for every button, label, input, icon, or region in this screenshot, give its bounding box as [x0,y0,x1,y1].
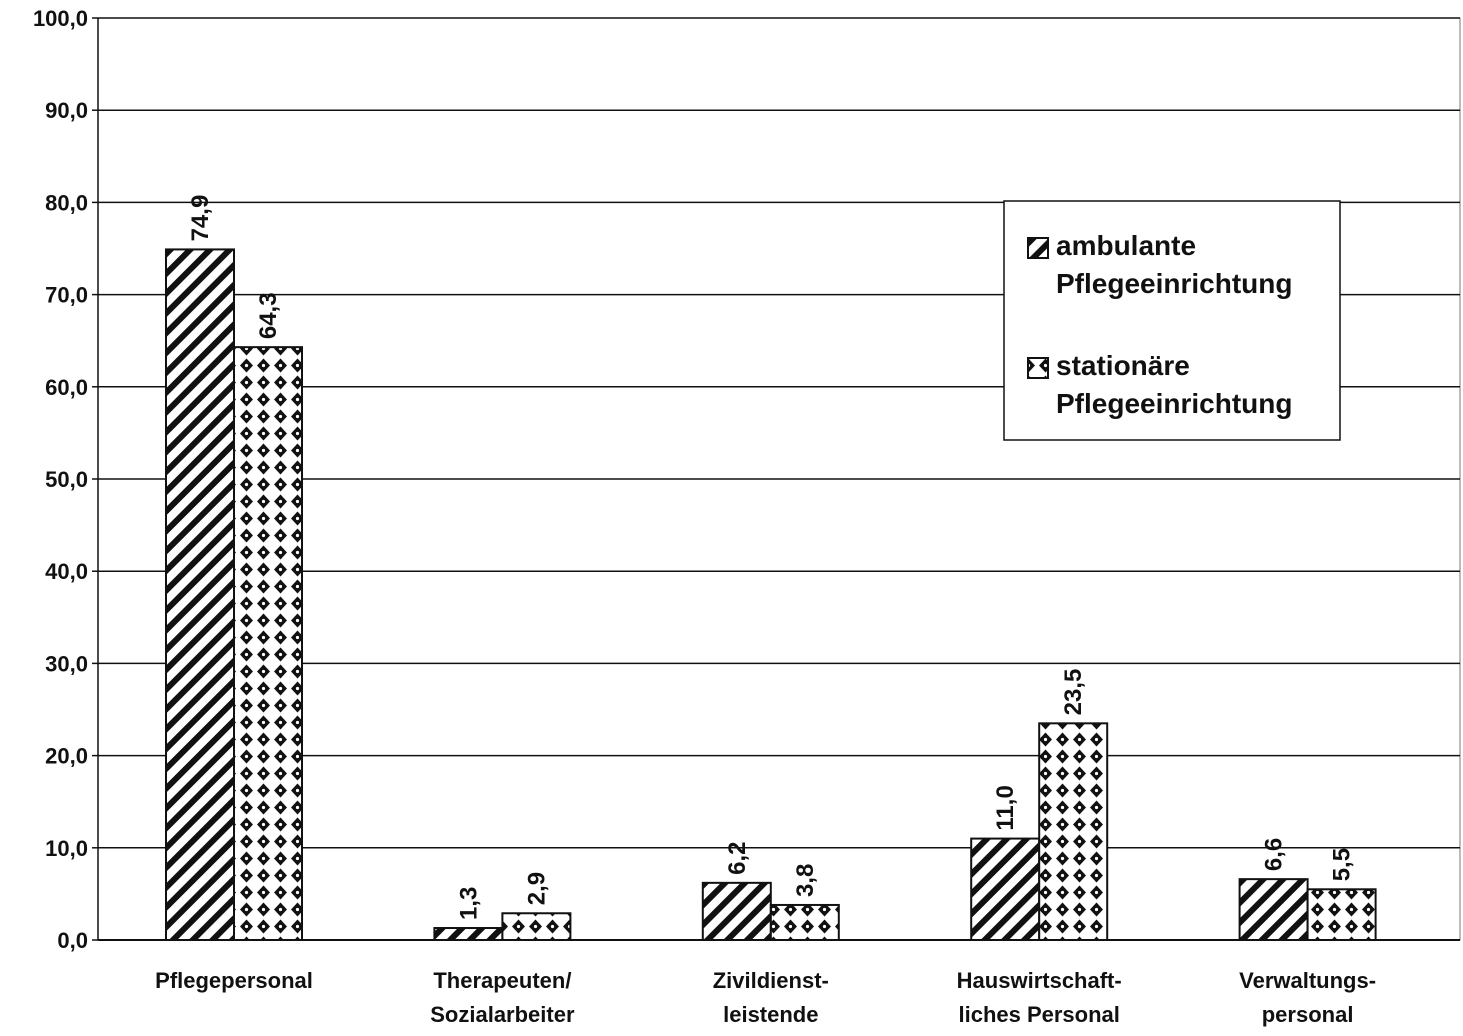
data-label: 74,9 [187,195,214,242]
x-category-label: personal [1262,1002,1354,1027]
y-tick-label: 60,0 [45,375,88,400]
data-label: 6,2 [724,841,751,874]
data-label: 64,3 [255,292,282,339]
y-tick-label: 70,0 [45,283,88,308]
data-label: 1,3 [455,887,482,920]
bar-stationaer [501,912,572,942]
y-tick-label: 30,0 [45,651,88,676]
y-tick-label: 50,0 [45,467,88,492]
x-category-label: Therapeuten/ [433,968,571,993]
data-label: 5,5 [1329,848,1356,881]
x-category-label: Verwaltungs- [1239,968,1376,993]
x-category-label: Hauswirtschaft- [957,968,1122,993]
x-category-label: Pflegepersonal [155,968,313,993]
y-tick-label: 20,0 [45,744,88,769]
y-tick-label: 80,0 [45,190,88,215]
legend-label: Pflegeeinrichtung [1056,268,1292,299]
x-category-label: liches Personal [958,1002,1119,1027]
bar-ambulant [165,248,235,941]
data-label: 3,8 [792,864,819,897]
data-label: 23,5 [1060,669,1087,716]
y-tick-label: 90,0 [45,98,88,123]
y-tick-label: 40,0 [45,559,88,584]
bar-ambulant [701,881,772,941]
y-tick-label: 10,0 [45,836,88,861]
data-label: 11,0 [992,785,1019,830]
bar-ambulant [1238,878,1309,942]
bar-stationaer [1038,722,1109,942]
legend-label: Pflegeeinrichtung [1056,388,1292,419]
bar-stationaer [1306,888,1377,941]
x-category-label: Sozialarbeiter [430,1002,575,1027]
y-tick-label: 0,0 [57,928,88,953]
data-label: 2,9 [523,872,550,905]
data-label: 6,6 [1261,838,1288,871]
bar-ambulant [970,837,1041,942]
legend-label: stationäre [1056,350,1190,381]
bar-stationaer [233,346,303,941]
legend-label: ambulante [1056,230,1196,261]
legend-box [1003,200,1341,441]
y-tick-label: 100,0 [33,6,88,31]
bar-stationaer [769,903,840,941]
bar-ambulant [433,927,504,941]
x-category-label: Zivildienst- [713,968,829,993]
x-category-label: leistende [723,1002,818,1027]
legend-swatch [1027,357,1049,379]
legend-swatch [1027,237,1049,259]
